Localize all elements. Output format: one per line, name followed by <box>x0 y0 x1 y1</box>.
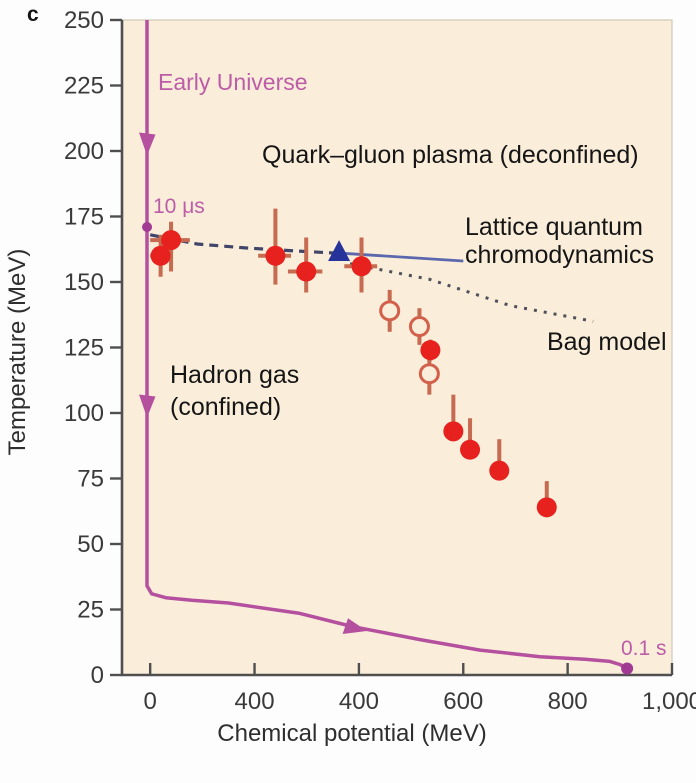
y-axis-title: Temperature (MeV) <box>4 249 31 456</box>
time-10us-dot <box>142 221 153 232</box>
y-tick-label: 25 <box>77 597 104 624</box>
y-tick-label: 75 <box>77 466 104 493</box>
x-tick-label: 400 <box>235 688 275 715</box>
early-universe-label: Early Universe <box>158 69 308 95</box>
bag-model-curve <box>349 262 594 323</box>
y-tick-label: 150 <box>64 269 104 296</box>
freeze-out-filled-point <box>443 421 464 442</box>
x-tick-label: 800 <box>548 688 588 715</box>
plot-area <box>121 19 673 676</box>
lqcd-label-line2: chromodynamics <box>465 241 654 269</box>
freeze-out-filled-point <box>150 245 171 266</box>
trajectory-arrow-down-2 <box>139 394 156 418</box>
freeze-out-open-point <box>418 363 440 385</box>
y-tick-label: 125 <box>64 335 104 362</box>
y-tick-label: 50 <box>77 531 104 558</box>
freeze-out-filled-point <box>351 256 372 277</box>
qgp-label: Quark–gluon plasma (deconfined) <box>262 141 639 169</box>
time-10us-label: 10 μs <box>153 195 205 218</box>
hadron-gas-label-line1: Hadron gas <box>170 361 299 389</box>
freeze-out-open-point <box>408 316 430 338</box>
y-tick-label: 0 <box>91 662 104 689</box>
x-tick-label: 600 <box>443 688 483 715</box>
freeze-out-filled-point <box>296 261 317 282</box>
y-tick-label: 100 <box>64 400 104 427</box>
y-tick-label: 250 <box>64 7 104 34</box>
freeze-out-filled-point <box>420 340 441 361</box>
lattice-critical-point-marker <box>328 240 351 262</box>
y-tick-label: 200 <box>64 138 104 165</box>
plot-layer: 0 400 400 600 800 1,000 0 25 50 75 100 125 150 175 200… <box>64 7 696 715</box>
trajectory-arrow-right <box>342 618 367 634</box>
trajectory-arrow-down-1 <box>139 132 156 156</box>
y-tick-label: 225 <box>64 73 104 100</box>
x-tick-label: 1,000 <box>642 688 696 715</box>
lqcd-label-line1: Lattice quantum <box>465 213 643 241</box>
freeze-out-filled-point <box>489 460 510 481</box>
freeze-out-filled-point <box>460 439 481 460</box>
panel-letter-label: c <box>27 3 39 26</box>
hadron-gas-label-line2: (confined) <box>170 393 281 421</box>
x-tick-label: 400 <box>339 688 379 715</box>
early-universe-trajectory <box>145 20 629 670</box>
x-axis-title: Chemical potential (MeV) <box>217 720 486 747</box>
freeze-out-filled-point <box>536 497 557 518</box>
freeze-out-filled-point <box>265 245 286 266</box>
y-tick-label: 175 <box>64 204 104 231</box>
freeze-out-filled-point <box>161 230 182 251</box>
time-01s-label: 0.1 s <box>621 637 667 660</box>
bag-model-label: Bag model <box>547 328 667 356</box>
time-01s-dot <box>621 662 634 675</box>
freeze-out-open-point <box>379 300 401 322</box>
x-tick-label: 0 <box>143 688 156 715</box>
